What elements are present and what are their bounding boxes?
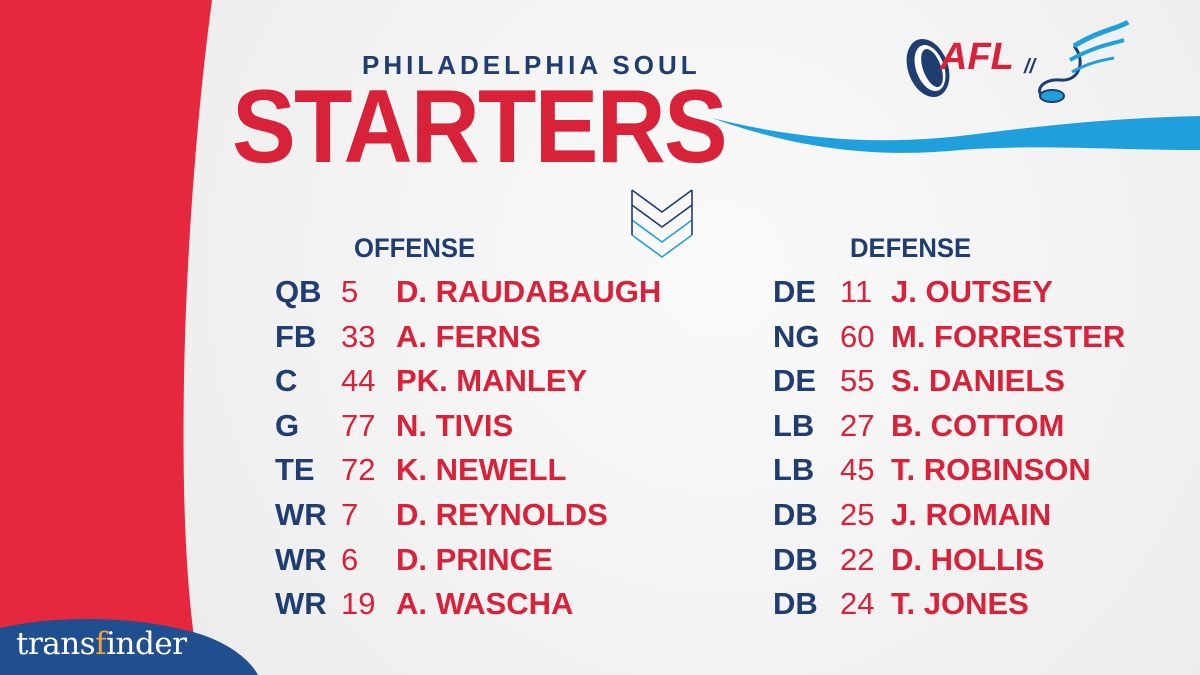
offense-player-row: FB 33 A. FERNS [275,315,695,360]
player-number: 6 [341,541,359,577]
player-name: M. FORRESTER [891,318,1126,354]
team-name: PHILADELPHIA SOUL [362,50,701,80]
player-number: 7 [341,496,359,532]
player-position: DE [773,363,817,399]
sponsor-part-1: trans [16,626,96,662]
player-name: D. PRINCE [396,541,553,577]
player-position: NG [773,318,820,354]
player-name: J. OUTSEY [891,274,1053,309]
player-position: WR [275,586,327,622]
player-name: S. DANIELS [891,363,1065,399]
player-position: QB [275,274,322,309]
player-name: D. RAUDABAUGH [396,274,662,309]
player-number: 55 [840,363,875,399]
defense-player-row: DB 24 T. JONES [773,582,1193,627]
red-side-panel [0,0,212,675]
player-number: 24 [840,586,875,622]
defense-player-row: NG 60 M. FORRESTER [773,315,1193,360]
player-number: 72 [341,452,376,488]
sponsor-part-2: f [95,626,107,662]
football-shield-icon [906,38,950,98]
sponsor-logo: transfinder [16,626,187,662]
offense-player-row: WR 7 D. REYNOLDS [275,493,695,538]
logo-separator: // [1024,56,1036,78]
defense-player-row: DB 22 D. HOLLIS [773,538,1193,583]
wing-football-icon [1038,19,1130,103]
defense-heading: DEFENSE [850,233,972,263]
player-number: 5 [341,274,359,309]
sponsor-part-3: inder [106,626,187,662]
chevron-down-icon [631,189,693,258]
player-position: TE [275,452,315,488]
player-name: PK. MANLEY [396,363,588,399]
player-number: 44 [341,363,376,399]
defense-player-row: DE 11 J. OUTSEY [773,270,1193,315]
player-number: 27 [840,407,875,443]
defense-roster: DE 11 J. OUTSEY NG 60 M. FORRESTER DE 55 S. DANI… [773,270,1193,627]
player-position: DB [773,496,818,532]
player-position: DB [773,541,818,577]
player-name: A. FERNS [396,318,541,354]
league-logo-text: AFL [940,36,1014,78]
offense-player-row: G 77 N. TIVIS [275,404,695,449]
player-name: A. WASCHA [396,586,574,622]
blue-swoosh [712,116,1200,153]
player-number: 33 [341,318,376,354]
page-title: STARTERS [232,69,728,185]
player-number: 77 [341,407,376,443]
player-number: 11 [840,274,873,309]
defense-player-row: DE 55 S. DANIELS [773,359,1193,404]
player-number: 22 [840,541,875,577]
defense-player-row: LB 27 B. COTTOM [773,404,1193,449]
player-position: DE [773,274,817,309]
player-number: 60 [840,318,875,354]
player-name: T. JONES [891,586,1029,622]
offense-heading: OFFENSE [354,233,476,263]
player-number: 25 [840,496,875,532]
player-position: C [275,363,298,399]
player-name: T. ROBINSON [891,452,1091,488]
player-number: 19 [341,586,376,622]
player-position: WR [275,496,327,532]
sponsor-corner [0,618,258,675]
player-number: 45 [840,452,875,488]
player-name: D. REYNOLDS [396,496,608,532]
defense-player-row: LB 45 T. ROBINSON [773,448,1193,493]
player-name: N. TIVIS [396,407,514,443]
offense-roster: QB 5 D. RAUDABAUGH FB 33 A. FERNS C 44 PK. MANLE… [275,270,695,627]
player-name: J. ROMAIN [891,496,1052,532]
player-position: G [275,407,300,443]
player-position: WR [275,541,327,577]
offense-player-row: QB 5 D. RAUDABAUGH [275,270,695,315]
player-position: LB [773,452,815,488]
player-position: DB [773,586,818,622]
player-position: LB [773,407,815,443]
offense-player-row: WR 6 D. PRINCE [275,538,695,583]
offense-player-row: TE 72 K. NEWELL [275,448,695,493]
offense-player-row: C 44 PK. MANLEY [275,359,695,404]
defense-player-row: DB 25 J. ROMAIN [773,493,1193,538]
player-name: K. NEWELL [396,452,567,488]
player-name: B. COTTOM [891,407,1065,443]
offense-player-row: WR 19 A. WASCHA [275,582,695,627]
player-name: D. HOLLIS [891,541,1045,577]
player-position: FB [275,318,317,354]
